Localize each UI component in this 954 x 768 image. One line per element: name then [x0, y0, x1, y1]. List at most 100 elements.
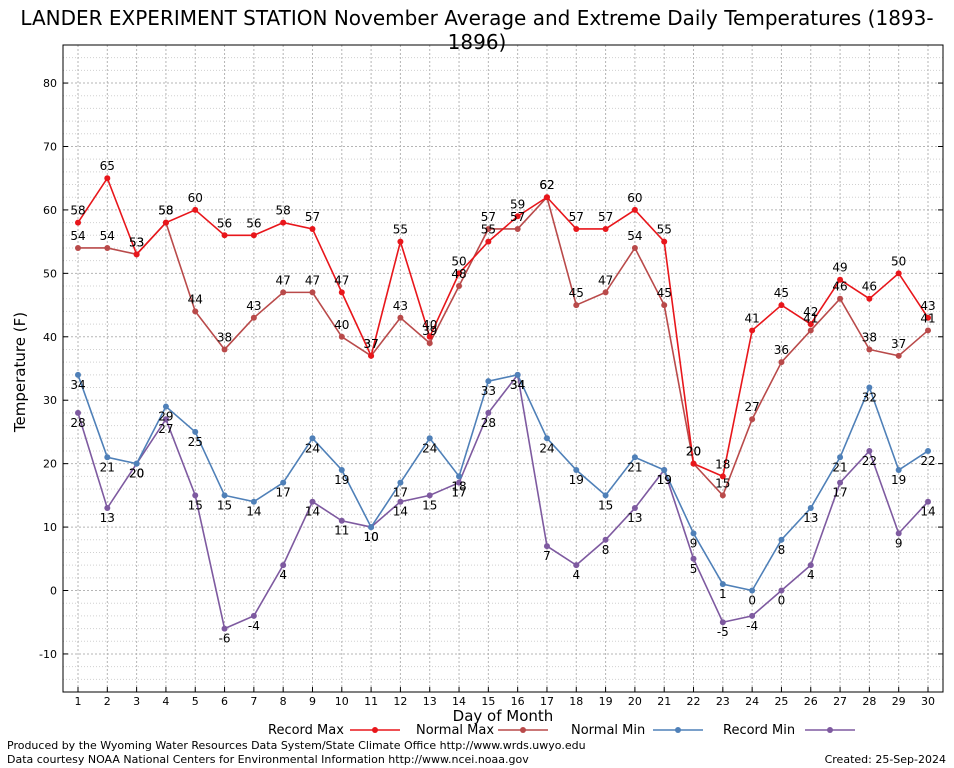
data-label-normal-max: 36 — [774, 343, 789, 357]
data-point-record-max — [807, 321, 814, 328]
data-label-record-max: 57 — [569, 210, 584, 224]
data-label-record-min: 8 — [602, 543, 610, 557]
data-label-normal-max: 58 — [158, 204, 173, 218]
y-tick-label: -10 — [39, 648, 57, 661]
data-point-record-max — [309, 225, 316, 232]
data-point-record-max — [338, 289, 345, 296]
data-point-normal-max — [456, 283, 463, 290]
plot-frame — [62, 44, 944, 693]
data-point-record-max — [895, 270, 902, 277]
legend-swatch-marker — [827, 727, 833, 733]
legend-label: Normal Min — [571, 723, 645, 738]
data-label-record-min: -5 — [717, 625, 729, 639]
data-label-record-min: -4 — [746, 619, 758, 633]
y-tick-label: 50 — [43, 267, 57, 280]
x-tick-label: 23 — [716, 695, 730, 708]
grid — [63, 44, 943, 693]
data-label-record-min: 4 — [572, 568, 580, 582]
data-label-record-max: 57 — [305, 210, 320, 224]
data-point-record-max — [573, 225, 580, 232]
data-label-record-max: 18 — [715, 457, 730, 471]
data-point-normal-max — [895, 352, 902, 359]
data-point-normal-min — [426, 435, 433, 442]
data-label-normal-min: 34 — [70, 378, 85, 392]
data-point-normal-max — [280, 289, 287, 296]
y-tick-label: 40 — [43, 331, 57, 344]
data-point-normal-max — [426, 340, 433, 347]
data-point-record-max — [104, 175, 111, 182]
data-label-normal-max: 54 — [627, 229, 642, 243]
x-tick-label: 8 — [280, 695, 287, 708]
data-point-record-max — [250, 232, 257, 239]
data-label-normal-max: 39 — [422, 324, 437, 338]
data-label-record-min: 14 — [393, 505, 408, 519]
x-tick-label: 26 — [804, 695, 818, 708]
data-label-record-max: 53 — [129, 235, 144, 249]
data-label-record-min: 17 — [451, 486, 466, 500]
data-label-normal-min: 29 — [158, 410, 173, 424]
data-point-normal-min — [778, 536, 785, 543]
data-point-normal-min — [162, 403, 169, 410]
data-point-normal-min — [192, 428, 199, 435]
data-label-record-min: 13 — [100, 511, 115, 525]
data-label-normal-max: 54 — [100, 229, 115, 243]
data-point-normal-min — [807, 505, 814, 512]
data-point-record-max — [162, 219, 169, 226]
data-label-normal-max: 57 — [510, 210, 525, 224]
x-tick-label: 19 — [599, 695, 613, 708]
data-point-normal-max — [514, 225, 521, 232]
data-point-record-max — [661, 238, 668, 245]
data-point-normal-min — [895, 466, 902, 473]
y-tick-label: 20 — [43, 458, 57, 471]
data-point-normal-max — [866, 346, 873, 353]
data-point-record-max — [133, 251, 140, 258]
data-point-normal-min — [631, 454, 638, 461]
data-point-record-min — [573, 562, 580, 569]
data-point-normal-min — [602, 492, 609, 499]
data-point-normal-max — [338, 333, 345, 340]
data-label-normal-min: 21 — [100, 460, 115, 474]
x-tick-label: 13 — [423, 695, 437, 708]
data-point-record-min — [192, 492, 199, 499]
data-point-normal-max — [485, 225, 492, 232]
legend-label: Record Max — [268, 723, 344, 738]
data-label-record-max: 50 — [891, 254, 906, 268]
data-label-normal-min: 15 — [217, 498, 232, 512]
data-point-record-min — [690, 555, 697, 562]
data-label-record-min: 9 — [895, 536, 903, 550]
series-line-record-min — [77, 372, 929, 630]
x-tick-label: 18 — [569, 695, 583, 708]
data-point-normal-min — [514, 371, 521, 378]
data-point-record-min — [75, 409, 81, 416]
data-point-record-min — [543, 543, 550, 550]
data-point-normal-min — [690, 530, 697, 537]
data-label-normal-max: 44 — [188, 292, 203, 306]
x-tick-label: 4 — [162, 695, 169, 708]
data-point-record-min — [602, 536, 609, 543]
data-point-normal-min — [456, 473, 463, 480]
x-tick-label: 3 — [133, 695, 140, 708]
data-point-normal-min — [133, 460, 140, 467]
data-label-record-min: 4 — [807, 568, 815, 582]
data-point-record-max — [75, 219, 81, 226]
legend-label: Normal Max — [416, 723, 494, 738]
data-point-normal-min — [250, 498, 257, 505]
data-point-normal-max — [250, 314, 257, 321]
data-label-record-min: 0 — [778, 594, 786, 608]
data-point-record-max — [192, 206, 199, 213]
data-label-record-max: 58 — [276, 204, 291, 218]
legend-swatch-marker — [372, 727, 378, 733]
data-point-normal-max — [104, 244, 111, 251]
data-point-record-min — [925, 498, 931, 505]
data-label-normal-min: 22 — [920, 454, 935, 468]
data-point-record-max — [368, 352, 375, 359]
data-label-record-max: 65 — [100, 159, 115, 173]
x-tick-label: 12 — [393, 695, 407, 708]
data-label-normal-max: 53 — [129, 235, 144, 249]
data-point-normal-min — [368, 524, 375, 531]
data-point-normal-min — [543, 435, 550, 442]
data-point-normal-max — [778, 359, 785, 366]
data-label-record-min: 5 — [690, 562, 698, 576]
data-point-record-min — [250, 612, 257, 619]
x-tick-label: 16 — [511, 695, 525, 708]
